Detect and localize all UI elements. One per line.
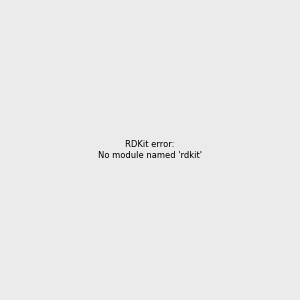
Text: RDKit error:
No module named 'rdkit': RDKit error: No module named 'rdkit' [98, 140, 202, 160]
